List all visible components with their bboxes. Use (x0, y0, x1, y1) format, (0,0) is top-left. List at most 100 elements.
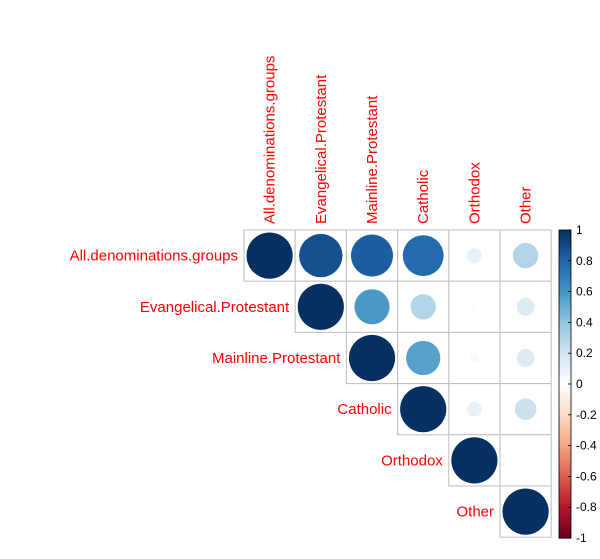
colorbar-segment (559, 350, 571, 354)
colorbar-segment (559, 270, 571, 274)
colorbar-segment (559, 507, 571, 511)
colorbar-tick-label: -0.8 (576, 500, 597, 514)
colorbar-segment (559, 454, 571, 459)
row-label: Evangelical.Protestant (140, 299, 290, 316)
colorbar-segment (559, 405, 571, 410)
colorbar-segment (559, 485, 571, 490)
colorbar-segment (559, 347, 571, 351)
colorbar-segment (559, 442, 571, 447)
colorbar-segment (559, 236, 571, 240)
colorbar-segment (559, 230, 571, 234)
colorbar-segment (559, 340, 571, 345)
colorbar-segment (559, 297, 571, 302)
colorbar-segment (559, 417, 571, 422)
colorbar-segment (559, 414, 571, 419)
colorbar-segment (559, 239, 571, 243)
colorbar: 1 0.8 0.6 0.4 0.2 0 -0.2 -0.4 -0.6 -0.8 -1 (558, 223, 597, 545)
correlation-circle (400, 386, 447, 433)
correlation-circle (514, 398, 537, 421)
colorbar-tick-label: -0.2 (576, 408, 597, 422)
correlation-circle (467, 248, 482, 263)
colorbar-segment (559, 402, 571, 407)
colorbar-segment (559, 276, 571, 280)
colorbar-segment (559, 248, 571, 253)
colorbar-segment (559, 424, 571, 428)
correlation-circle (299, 233, 343, 278)
colorbar-tick-label: 0.2 (576, 346, 593, 360)
colorbar-segment (559, 457, 571, 462)
colorbar-segment (559, 260, 571, 265)
colorbar-segment (559, 522, 571, 527)
colorbar-segment (559, 494, 571, 499)
correlation-circle (246, 232, 293, 279)
colorbar-segment (559, 427, 571, 431)
colorbar-segment (559, 371, 571, 376)
colorbar-segment (559, 420, 571, 425)
colorbar-segment (559, 266, 571, 271)
colorbar-segment (559, 368, 571, 373)
column-label: Other (518, 186, 535, 224)
correlation-circle (348, 334, 396, 382)
colorbar-segment (559, 439, 571, 444)
correlation-circle (516, 297, 535, 316)
correlation-circle (469, 353, 480, 363)
colorbar-segment (559, 300, 571, 305)
colorbar-segment (559, 476, 571, 481)
colorbar-segment (559, 470, 571, 474)
row-label: All.denominations.groups (70, 248, 238, 265)
colorbar-segment (559, 528, 571, 533)
colorbar-segment (559, 393, 571, 397)
colorbar-segment (559, 451, 571, 456)
colorbar-segment (559, 377, 571, 382)
colorbar-segment (559, 445, 571, 450)
row-label: Other (456, 504, 494, 521)
colorbar-segment (559, 408, 571, 413)
colorbar-segment (559, 482, 571, 487)
row-label: Catholic (337, 401, 392, 418)
colorbar-segment (559, 380, 571, 385)
correlation-circle (502, 488, 549, 535)
colorbar-segment (559, 384, 571, 388)
colorbar-segment (559, 448, 571, 453)
colorbar-segment (559, 488, 571, 493)
correlation-circle (512, 242, 539, 269)
colorbar-segment (559, 331, 571, 336)
colorbar-segment (559, 322, 571, 327)
colorbar-segment (559, 328, 571, 333)
colorbar-segment (559, 279, 571, 283)
colorbar-segment (559, 464, 571, 468)
colorbar-segment (559, 467, 571, 471)
colorbar-segment (559, 334, 571, 339)
colorbar-tick-label: -0.6 (576, 469, 597, 483)
colorbar-segment (559, 337, 571, 342)
colorbar-segment (559, 525, 571, 530)
colorbar-segment (559, 343, 571, 348)
colorbar-tick-label: -0.4 (576, 439, 597, 453)
colorbar-tick-label: -1 (576, 531, 587, 545)
colorbar-segment (559, 245, 571, 250)
colorbar-segment (559, 396, 571, 400)
colorbar-segment (559, 534, 571, 539)
colorbar-segment (559, 461, 571, 465)
colorbar-segment (559, 307, 571, 311)
correlation-circle (354, 289, 390, 325)
colorbar-segment (559, 362, 571, 367)
colorbar-segment (559, 519, 571, 524)
correlation-circle (297, 283, 344, 330)
correlation-circle (406, 340, 441, 376)
correlation-circle (471, 303, 478, 311)
colorbar-segment (559, 353, 571, 357)
correlation-circle (350, 234, 394, 277)
row-label: Orthodox (381, 452, 443, 469)
colorbar-segment (559, 504, 571, 508)
colorbar-segment (559, 497, 571, 502)
colorbar-segment (559, 319, 571, 323)
colorbar-tick-label: 0 (576, 377, 583, 391)
colorbar-segment (559, 473, 571, 477)
column-label: Evangelical.Protestant (313, 74, 330, 224)
row-label: Mainline.Protestant (212, 350, 341, 367)
colorbar-segment (559, 430, 571, 434)
column-labels: All.denominations.groups Evangelical.Prot… (262, 56, 535, 224)
correlation-circle (467, 401, 482, 417)
